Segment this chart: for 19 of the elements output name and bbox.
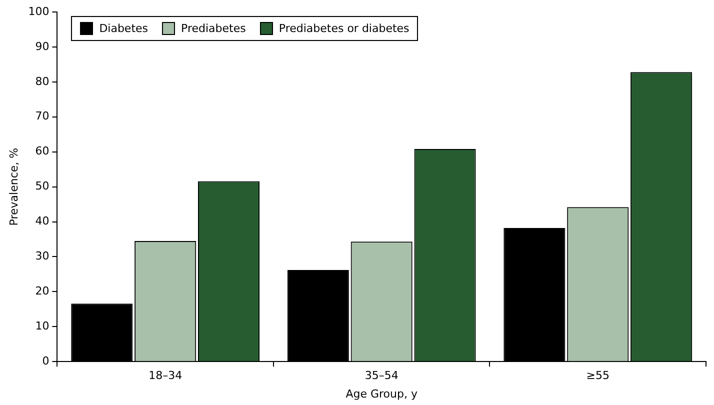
y-tick-label: 70 — [35, 110, 50, 123]
x-tick-label: ≥55 — [586, 369, 610, 382]
y-tick-label: 60 — [35, 144, 50, 158]
y-tick-label: 40 — [35, 214, 50, 228]
legend-label: Prediabetes — [180, 22, 246, 36]
x-tick-label: 35–54 — [364, 369, 398, 382]
x-tick-label: 18–34 — [148, 369, 182, 382]
legend-label: Diabetes — [98, 22, 148, 36]
y-tick-label: 80 — [35, 74, 50, 88]
y-tick-label: 90 — [35, 40, 50, 53]
legend-label: Prediabetes or diabetes — [278, 22, 410, 36]
y-tick-label: 0 — [42, 354, 50, 368]
y-tick-label: 50 — [35, 180, 50, 193]
y-tick-label: 20 — [35, 284, 50, 298]
y-axis-title: Prevalence, % — [7, 148, 20, 226]
y-tick-label: 30 — [35, 250, 50, 263]
y-tick-label: 10 — [35, 320, 50, 332]
y-tick-label: 100 — [28, 4, 50, 18]
x-axis-title: Age Group, y — [346, 387, 418, 400]
